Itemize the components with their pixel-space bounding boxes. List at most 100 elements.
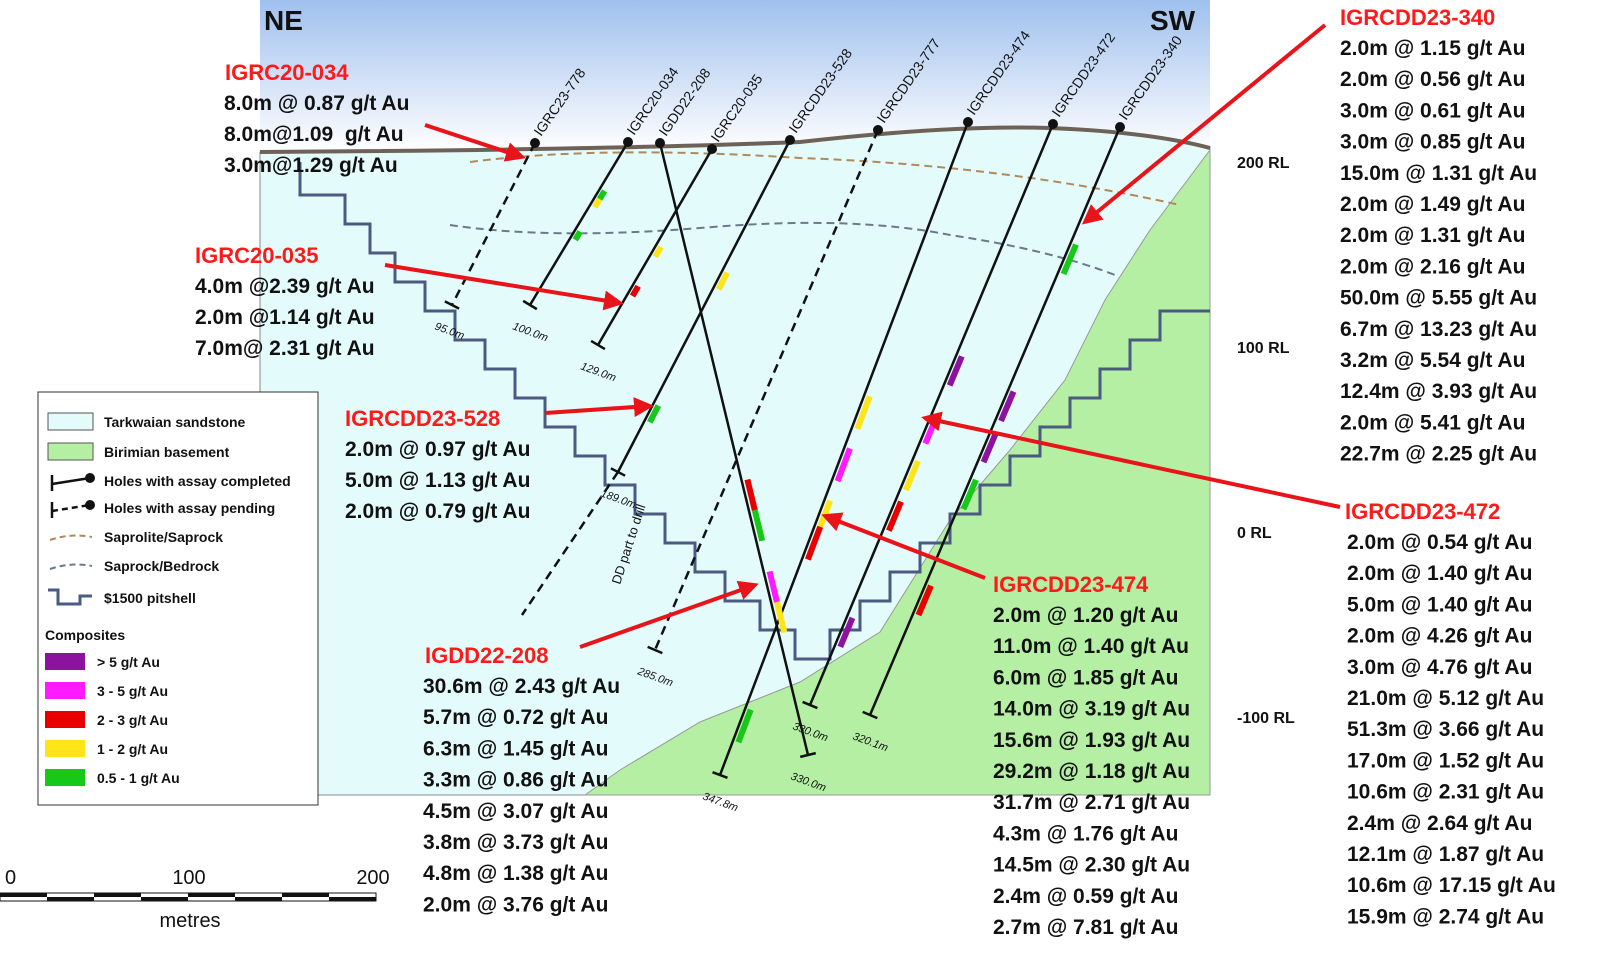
callout-line: 11.0m @ 1.40 g/t Au bbox=[993, 635, 1189, 658]
callout-line: 3.0m @ 4.76 g/t Au bbox=[1347, 656, 1532, 679]
callout-line: 8.0m@1.09 g/t Au bbox=[224, 123, 404, 146]
scale-seg bbox=[0, 893, 47, 897]
swatch bbox=[85, 500, 95, 510]
legend-label: Saprolite/Saprock bbox=[104, 529, 223, 545]
callout-line: 4.3m @ 1.76 g/t Au bbox=[993, 822, 1178, 845]
callout-line: 3.0m @ 0.61 g/t Au bbox=[1340, 99, 1525, 122]
scale-seg bbox=[141, 897, 188, 901]
swatch bbox=[48, 588, 92, 606]
callout-arrow bbox=[921, 411, 1341, 509]
callout-arrow bbox=[544, 397, 654, 418]
legend-label: Tarkwaian sandstone bbox=[104, 414, 246, 430]
callout-line: 8.0m @ 0.87 g/t Au bbox=[224, 92, 409, 115]
callout-title: IGRCDD23-528 bbox=[345, 406, 500, 431]
composite bbox=[805, 525, 824, 561]
swatch bbox=[45, 740, 85, 757]
callout-line: 21.0m @ 5.12 g/t Au bbox=[1347, 687, 1544, 710]
composite bbox=[854, 395, 873, 430]
callout-title: IGDD22-208 bbox=[425, 643, 549, 668]
callout-line: 6.7m @ 13.23 g/t Au bbox=[1340, 318, 1537, 341]
legend-box bbox=[37, 391, 319, 806]
callout-line: 2.0m @ 4.26 g/t Au bbox=[1347, 625, 1532, 648]
callout-line: 15.6m @ 1.93 g/t Au bbox=[993, 729, 1190, 752]
ne-label: NE bbox=[264, 5, 303, 36]
end-cap bbox=[712, 770, 728, 780]
callout-line: 14.5m @ 2.30 g/t Au bbox=[993, 854, 1190, 877]
callout-line: 5.7m @ 0.72 g/t Au bbox=[423, 706, 608, 729]
swatch bbox=[51, 476, 91, 486]
end-cap bbox=[522, 299, 538, 311]
callout-line: 2.4m @ 2.64 g/t Au bbox=[1347, 812, 1532, 835]
callout-line: 3.0m @ 0.85 g/t Au bbox=[1340, 131, 1525, 154]
legend-label: Birimian basement bbox=[104, 444, 230, 460]
legend-label: 2 - 3 g/t Au bbox=[97, 712, 168, 728]
composite bbox=[647, 404, 662, 424]
callout-title: IGRCDD23-472 bbox=[1345, 499, 1500, 524]
callout-line: 17.0m @ 1.52 g/t Au bbox=[1347, 749, 1544, 772]
callout-line: 2.0m @ 2.16 g/t Au bbox=[1340, 255, 1525, 278]
callout-arrow bbox=[384, 263, 624, 311]
callout-line: 2.0m @ 3.76 g/t Au bbox=[423, 893, 608, 916]
collar bbox=[873, 125, 883, 135]
drill-hole bbox=[528, 141, 630, 306]
swatch bbox=[45, 711, 85, 728]
composite bbox=[572, 230, 583, 242]
scale-label: 0 bbox=[5, 867, 16, 889]
callout-line: 2.0m @1.14 g/t Au bbox=[195, 306, 375, 329]
collar bbox=[707, 144, 717, 154]
callout-line: 7.0m@ 2.31 g/t Au bbox=[195, 337, 375, 360]
composite bbox=[834, 447, 853, 483]
end-cap bbox=[799, 751, 817, 759]
composite bbox=[946, 355, 965, 387]
swatch bbox=[47, 442, 94, 461]
swatch bbox=[51, 503, 91, 513]
composite bbox=[735, 708, 754, 744]
callout-line: 3.2m @ 5.54 g/t Au bbox=[1340, 349, 1525, 372]
rl-label: 100 RL bbox=[1237, 340, 1290, 357]
callout-line: 14.0m @ 3.19 g/t Au bbox=[993, 698, 1190, 721]
callout-line: 30.6m @ 2.43 g/t Au bbox=[423, 675, 620, 698]
swatch bbox=[85, 473, 95, 483]
end-cap bbox=[444, 300, 460, 310]
scale-label: 100 bbox=[172, 867, 205, 889]
collar bbox=[655, 138, 665, 148]
swatch bbox=[47, 412, 94, 431]
callout-line: 10.6m @ 2.31 g/t Au bbox=[1347, 781, 1544, 804]
callout-line: 4.8m @ 1.38 g/t Au bbox=[423, 862, 608, 885]
scale-seg bbox=[47, 897, 94, 901]
collar bbox=[785, 135, 795, 145]
drill-hole bbox=[653, 129, 880, 651]
composite bbox=[715, 271, 730, 291]
scale-seg bbox=[282, 893, 329, 897]
callout-line: 51.3m @ 3.66 g/t Au bbox=[1347, 718, 1544, 741]
callout-line: 2.0m @ 1.49 g/t Au bbox=[1340, 193, 1525, 216]
collar bbox=[963, 117, 973, 127]
scale-seg bbox=[329, 897, 376, 901]
dd-extension bbox=[520, 471, 620, 616]
callout-line: 4.0m @2.39 g/t Au bbox=[195, 275, 375, 298]
swatch bbox=[45, 653, 85, 670]
callout-line: 6.3m @ 1.45 g/t Au bbox=[423, 737, 608, 760]
callout-line: 3.0m@1.29 g/t Au bbox=[224, 154, 398, 177]
drill-hole bbox=[658, 142, 810, 756]
callout-line: 2.0m @ 0.54 g/t Au bbox=[1347, 531, 1532, 554]
callout-arrow bbox=[579, 580, 759, 649]
callout-line: 22.7m @ 2.25 g/t Au bbox=[1340, 443, 1537, 466]
callout-title: IGRCDD23-474 bbox=[993, 572, 1149, 597]
drill-hole bbox=[596, 148, 714, 346]
rl-label: -100 RL bbox=[1237, 710, 1295, 727]
callout-line: 31.7m @ 2.71 g/t Au bbox=[993, 791, 1190, 814]
callout-title: IGRC20-034 bbox=[225, 60, 349, 85]
callout-line: 3.3m @ 0.86 g/t Au bbox=[423, 769, 608, 792]
callout-arrow bbox=[821, 512, 986, 580]
swatch bbox=[45, 682, 85, 699]
scale-unit: metres bbox=[159, 910, 220, 932]
callout-line: 15.9m @ 2.74 g/t Au bbox=[1347, 905, 1544, 928]
composite bbox=[774, 601, 788, 634]
composite bbox=[837, 616, 856, 649]
composite bbox=[886, 500, 904, 532]
collar bbox=[530, 138, 540, 148]
legend-label: Saprock/Bedrock bbox=[104, 558, 219, 574]
scale-seg bbox=[235, 897, 282, 901]
callout-line: 2.0m @ 1.20 g/t Au bbox=[993, 604, 1178, 627]
